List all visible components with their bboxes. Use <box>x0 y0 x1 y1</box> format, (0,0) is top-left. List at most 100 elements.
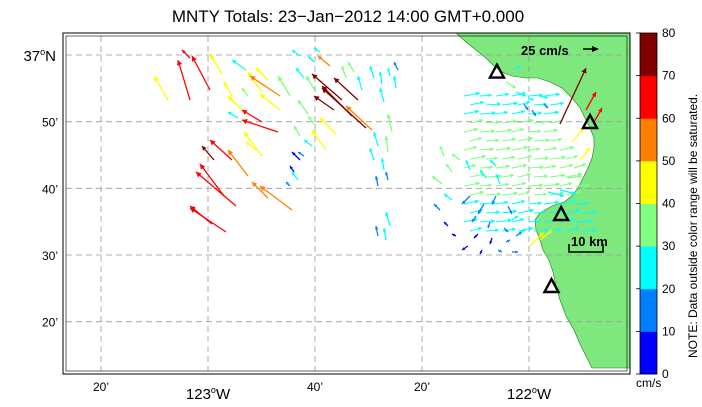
current-arrow-head <box>576 190 581 195</box>
current-arrow-head <box>387 68 391 72</box>
current-arrow-head <box>176 60 183 66</box>
map-border <box>62 32 631 375</box>
reference-vector: 25 cm/s <box>521 43 599 58</box>
current-arrow-head <box>544 95 548 99</box>
current-arrow-head <box>507 128 512 133</box>
current-arrow-head <box>598 108 602 113</box>
current-arrow-head <box>242 118 248 125</box>
current-arrow-head <box>512 84 516 88</box>
current-arrow-head <box>592 228 596 233</box>
current-arrow-head <box>252 182 258 188</box>
current-arrow-head <box>491 129 495 134</box>
current-arrow-head <box>558 137 562 142</box>
longitude-label: 40’ <box>307 380 323 394</box>
current-arrow <box>259 185 293 211</box>
current-arrow-head <box>210 140 216 146</box>
current-arrow-head <box>382 228 387 232</box>
current-arrow-head <box>522 229 526 233</box>
current-arrow-head <box>571 199 576 204</box>
current-arrow-head <box>513 191 518 196</box>
reference-arrow-head <box>592 46 599 52</box>
current-arrow-head <box>432 176 436 180</box>
current-arrow-head <box>538 111 542 116</box>
colorbar-tick: 80 <box>662 26 676 40</box>
current-arrow-head <box>465 160 469 164</box>
current-arrow-head <box>495 228 499 233</box>
current-arrow-head <box>296 68 300 72</box>
current-arrow-head <box>507 239 510 243</box>
current-arrow-head <box>246 142 250 146</box>
current-arrow-head <box>539 183 543 188</box>
current-arrow-head <box>278 76 283 82</box>
current-arrow-head <box>244 132 250 138</box>
current-arrow-head <box>582 163 586 167</box>
current-arrow-head <box>386 114 392 119</box>
current-arrow-head <box>581 68 587 74</box>
current-arrow <box>311 73 343 101</box>
current-arrow-head <box>543 192 547 197</box>
current-arrow-head <box>568 181 572 186</box>
colorbar-tick: 40 <box>662 197 676 211</box>
current-arrow-head <box>475 91 480 96</box>
current-arrow-head <box>202 146 207 151</box>
current-arrow-head <box>478 210 482 214</box>
scale-bar-label: 10 km <box>571 234 608 249</box>
current-arrow-head <box>569 163 573 168</box>
current-arrow-head <box>499 249 502 253</box>
current-arrow-head <box>473 127 478 132</box>
current-arrow-head <box>526 100 530 105</box>
current-arrow-head <box>515 250 518 254</box>
colorbar-tick: 30 <box>662 239 676 253</box>
current-arrow-head <box>479 251 483 254</box>
current-arrow-head <box>434 204 438 208</box>
current-arrow-head <box>575 208 580 213</box>
current-arrow-head <box>452 154 456 158</box>
current-arrow-head <box>553 146 557 151</box>
current-arrow-head <box>378 72 383 76</box>
current-arrow-head <box>496 210 500 215</box>
current-arrow-head <box>530 97 534 101</box>
current-arrow-head <box>314 48 318 51</box>
current-arrow-head <box>479 118 483 123</box>
current-arrow-head <box>256 68 261 73</box>
current-arrow-head <box>487 224 491 228</box>
current-arrow-head <box>522 163 527 168</box>
latitude-label: 20’ <box>42 316 58 330</box>
current-arrow-head <box>312 130 318 136</box>
current-arrow <box>195 171 237 207</box>
current-arrow-head <box>587 219 592 224</box>
current-arrow-head <box>298 100 303 105</box>
station-marker <box>542 276 561 294</box>
current-arrow <box>241 119 279 133</box>
current-arrow-head <box>529 118 534 123</box>
current-arrow-head <box>559 192 564 198</box>
current-arrow-head <box>511 155 515 160</box>
current-arrow-head <box>509 210 513 214</box>
current-arrow-head <box>585 183 589 188</box>
current-arrow-head <box>479 100 484 105</box>
colorbar-units: cm/s <box>636 376 661 390</box>
colorbar-tick: 50 <box>662 154 676 168</box>
current-arrow-head <box>521 181 526 186</box>
current-arrow-head <box>512 137 516 142</box>
current-arrow-head <box>341 66 345 70</box>
current-arrow-head <box>473 217 478 222</box>
current-arrow-head <box>593 210 597 215</box>
current-arrow-head <box>379 88 384 93</box>
scale-bar-line <box>568 244 604 253</box>
current-arrow-head <box>250 76 256 82</box>
current-arrow-head <box>224 82 228 87</box>
current-arrow-head <box>516 66 520 69</box>
current-arrow-head <box>304 140 308 144</box>
current-arrow-head <box>481 154 486 159</box>
current-arrow-head <box>191 56 197 62</box>
current-arrow-head <box>292 172 296 176</box>
current-arrow-head <box>584 201 588 206</box>
longitude-label: 20’ <box>414 380 430 394</box>
current-arrow-head <box>570 217 575 222</box>
colorbar-swatch <box>640 288 657 332</box>
colorbar-swatch <box>640 118 657 162</box>
current-arrow-head <box>571 190 576 196</box>
current-arrow-head <box>585 148 590 153</box>
current-arrow <box>333 77 359 101</box>
